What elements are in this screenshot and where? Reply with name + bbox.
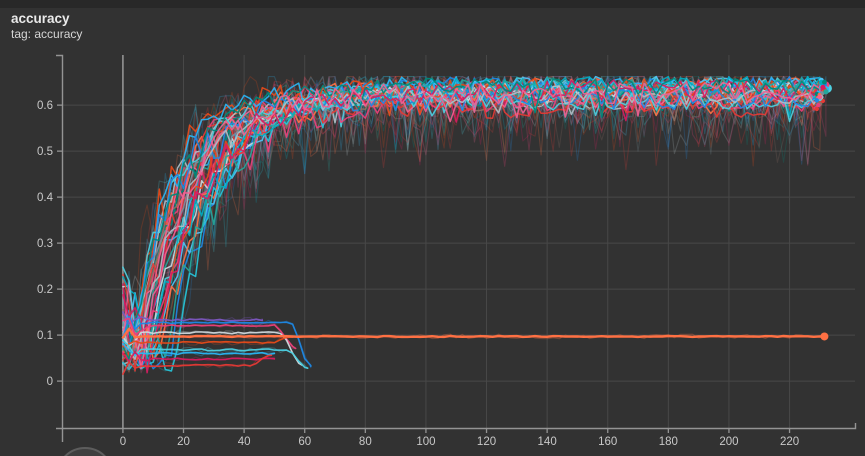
run-endpoint-dot[interactable] (817, 94, 823, 100)
x-tick-label: 80 (359, 436, 372, 448)
run-endpoint-dot[interactable] (821, 79, 827, 85)
failed-run-line[interactable] (122, 315, 312, 368)
y-tick-label: 0.1 (37, 330, 53, 342)
run-endpoint-dot[interactable] (820, 84, 826, 90)
run-endpoint-dot[interactable] (823, 89, 829, 95)
y-tick-label: 0.2 (37, 284, 53, 296)
chart-header: accuracy tag: accuracy (11, 11, 82, 41)
failed-run-line[interactable] (122, 311, 264, 325)
x-tick-label: 220 (780, 436, 799, 448)
failed-run-line[interactable] (122, 336, 294, 348)
run-line[interactable] (122, 84, 821, 365)
failed-run-line[interactable] (122, 354, 273, 376)
x-tick-label: 20 (177, 436, 190, 448)
run-endpoint-dot[interactable] (816, 102, 821, 108)
x-tick-label: 60 (298, 436, 311, 448)
y-tick-label: 0.6 (37, 100, 53, 112)
run-line[interactable] (122, 85, 823, 360)
x-tick-label: 40 (238, 436, 251, 448)
x-tick-label: 140 (538, 436, 557, 448)
y-tick-label: 0.3 (37, 238, 53, 250)
smoothed-series-layer (121, 75, 829, 376)
chart-tag-subtitle: tag: accuracy (11, 26, 83, 41)
failed-run-line[interactable] (122, 339, 309, 370)
y-tick-label: 0.5 (37, 146, 53, 158)
x-tick-label: 200 (719, 436, 738, 448)
endpoint-markers-layer (814, 77, 832, 341)
highlight-run-endpoint-dot[interactable] (820, 332, 829, 341)
x-tick-label: 0 (120, 436, 126, 448)
y-tick-label: 0.4 (37, 192, 54, 204)
window-top-edge (0, 0, 865, 8)
run-endpoint-dot[interactable] (814, 106, 820, 112)
x-tick-label: 100 (416, 436, 435, 448)
run-line[interactable] (122, 81, 821, 370)
failed-run-line[interactable] (122, 331, 303, 366)
highlight-run-line[interactable] (121, 327, 826, 339)
failed-run-line[interactable] (122, 350, 276, 363)
axes: 0 0.1 0.2 0.3 0.4 0.5 0.6 0 20 40 60 80 100 120 140 160… (37, 54, 857, 448)
x-tick-label: 160 (598, 436, 617, 448)
chart-title: accuracy (11, 11, 70, 26)
failed-run-line[interactable] (122, 317, 297, 350)
y-axis-line (56, 54, 64, 442)
x-tick-label: 180 (659, 436, 678, 448)
y-tick-label: 0 (47, 376, 53, 388)
run-line[interactable] (122, 91, 821, 330)
failed-run-line[interactable] (122, 342, 276, 356)
run-endpoint-dot[interactable] (814, 98, 820, 103)
run-line[interactable] (122, 75, 823, 351)
x-axis-line (56, 423, 857, 430)
x-tick-label: 120 (477, 436, 496, 448)
run-line[interactable] (122, 77, 826, 361)
